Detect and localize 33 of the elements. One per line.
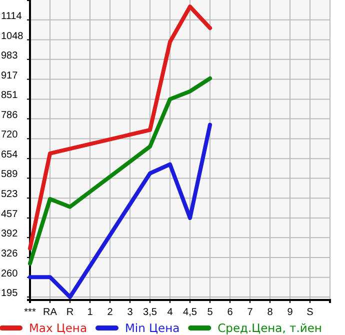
y-tick-label: 786 [1,110,18,121]
legend-label: Сред.Цена, т.йен [218,321,322,335]
y-tick-label: 195 [1,288,18,299]
legend-label: Min Цена [125,321,180,335]
x-tick-label: 7 [247,307,254,318]
x-tick-label: 8 [267,307,274,318]
y-tick-label: 392 [1,228,18,240]
y-tick-label: 1114 [1,10,22,22]
y-tick-label: 326 [1,248,18,260]
x-tick-label: 5 [207,307,214,318]
y-tick-label: 589 [1,169,18,180]
x-tick-label: 9 [287,307,294,318]
y-tick-label: 523 [1,189,18,200]
y-tick-label: 457 [1,208,18,220]
y-tick-label: 1048 [1,30,24,42]
y-tick-label: 917 [1,70,18,82]
x-tick-label: 6 [227,307,234,318]
x-tick-label: RA [43,307,58,318]
x-tick-label: S [306,307,314,318]
x-tick-label: 4 [167,307,174,318]
y-tick-label: 851 [1,90,18,102]
x-tick-label: 1 [87,307,94,318]
legend-label: Max Цена [29,321,87,335]
y-tick-label: 983 [1,50,18,62]
y-tick-label: 260 [1,268,18,280]
x-tick-label: 4,5 [183,307,198,318]
y-tick-label: 720 [1,130,18,141]
x-tick-label: *** [24,307,36,318]
x-tick-label: 3 [127,307,134,318]
x-tick-label: 2 [107,307,114,318]
y-tick-label: 654 [1,150,18,161]
x-tick-label: R [66,307,74,318]
x-tick-label: 3,5 [143,307,158,318]
